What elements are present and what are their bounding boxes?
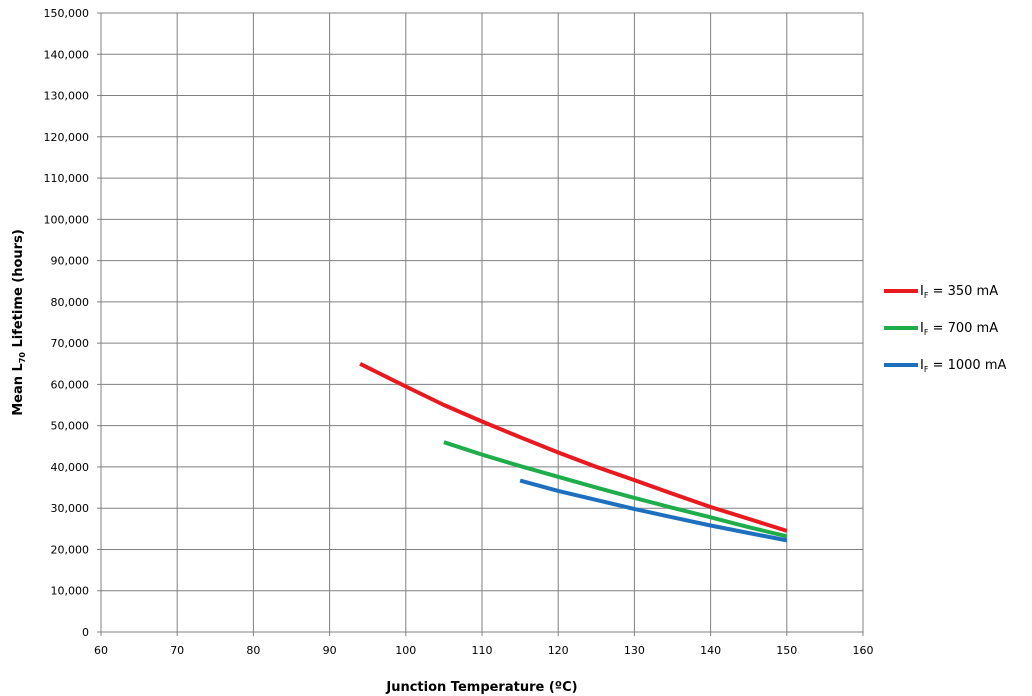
y-tick-label: 60,000 xyxy=(51,378,90,391)
series-lines xyxy=(359,362,788,543)
grid-lines xyxy=(100,12,864,633)
y-tick-label: 30,000 xyxy=(51,502,90,515)
y-axis-ticks: 0 10,000 20,000 30,000 40,000 50,000 60,000 70,… xyxy=(44,7,101,639)
y-tick-label: 100,000 xyxy=(44,213,90,226)
x-tick-label: 120 xyxy=(548,644,569,657)
x-tick-label: 70 xyxy=(170,644,184,657)
y-tick-label: 70,000 xyxy=(51,337,90,350)
y-axis-title-post: Lifetime (hours) xyxy=(11,229,26,352)
series-line-3 xyxy=(519,478,788,543)
legend-label-2: IF = 700 mA xyxy=(920,321,998,337)
y-tick-label: 150,000 xyxy=(44,7,90,20)
y-tick-label: 110,000 xyxy=(44,172,90,185)
y-tick-label: 140,000 xyxy=(44,48,90,61)
y-tick-label: 40,000 xyxy=(51,461,90,474)
x-tick-label: 140 xyxy=(700,644,721,657)
x-tick-label: 160 xyxy=(853,644,874,657)
x-tick-label: 130 xyxy=(624,644,645,657)
x-tick-label: 60 xyxy=(94,644,108,657)
x-tick-label: 150 xyxy=(776,644,797,657)
y-tick-label: 130,000 xyxy=(44,90,90,103)
legend-label-3: IF = 1000 mA xyxy=(920,358,1006,374)
y-tick-label: 20,000 xyxy=(51,543,90,556)
y-tick-label: 0 xyxy=(82,626,89,639)
y-axis-title-pre: Mean L xyxy=(11,363,26,416)
x-tick-label: 80 xyxy=(246,644,260,657)
x-axis-ticks: 60 70 80 90 100 110 120 130 140 150 160 xyxy=(94,632,874,657)
x-axis-title: Junction Temperature (ºC) xyxy=(385,680,577,695)
y-tick-label: 10,000 xyxy=(51,585,90,598)
y-axis-title-sub: 70 xyxy=(18,352,27,364)
y-axis-title: Mean L70 Lifetime (hours) xyxy=(11,229,27,416)
y-tick-label: 80,000 xyxy=(51,296,90,309)
x-tick-label: 90 xyxy=(323,644,337,657)
series-line-2 xyxy=(443,440,788,539)
x-tick-label: 110 xyxy=(472,644,493,657)
legend-label-1: IF = 350 mA xyxy=(920,284,998,300)
x-tick-label: 100 xyxy=(395,644,416,657)
legend: IF = 350 mA IF = 700 mA IF = 1000 mA xyxy=(884,284,1006,374)
y-tick-label: 90,000 xyxy=(51,255,90,268)
series-line-1 xyxy=(359,362,788,533)
y-tick-label: 50,000 xyxy=(51,420,90,433)
y-tick-label: 120,000 xyxy=(44,131,90,144)
